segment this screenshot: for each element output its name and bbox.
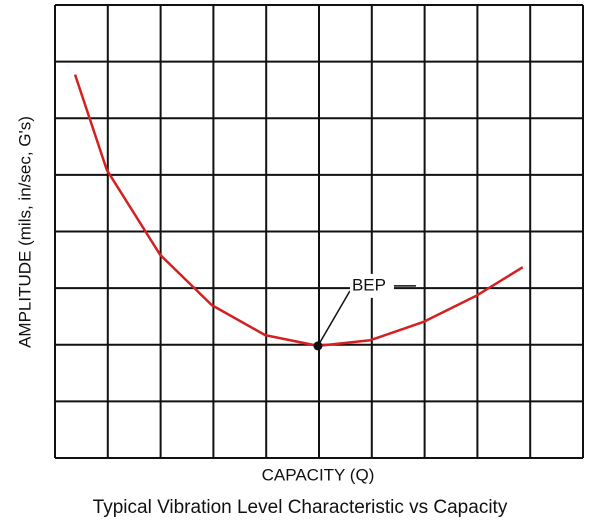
x-axis-label: CAPACITY (Q) [262,465,375,484]
curve [73,74,524,348]
bep-point [313,341,323,351]
y-axis-label: AMPLITUDE (mils, in/sec, G's) [15,116,34,348]
annotation: BEP [352,275,386,294]
chart-title: Typical Vibration Level Characteristic v… [93,497,508,518]
annotation-bg [349,273,394,298]
annotation-leader [317,290,351,347]
